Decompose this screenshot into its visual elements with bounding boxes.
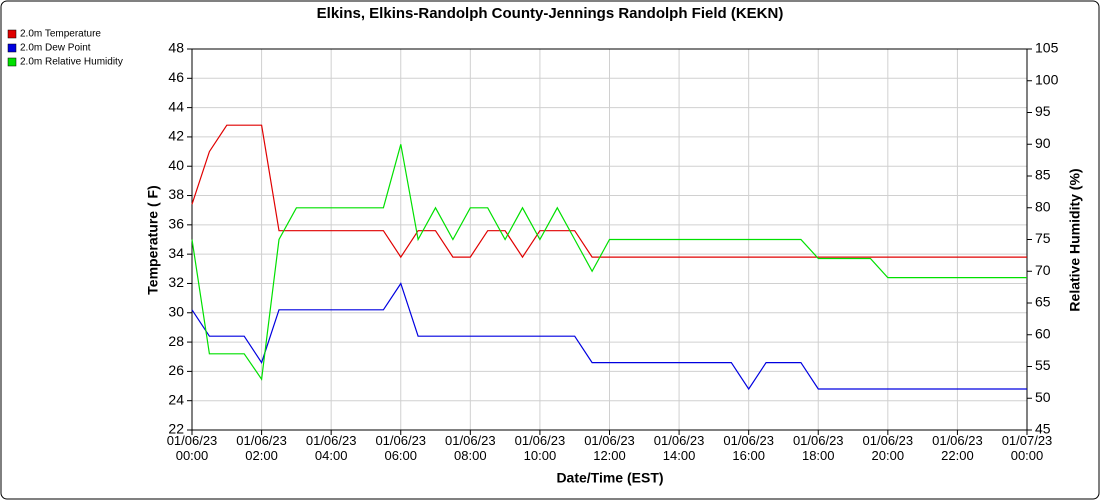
y-tick-label: 26 xyxy=(168,362,184,378)
y-tick-label: 40 xyxy=(168,157,184,173)
y2-tick-label: 95 xyxy=(1035,103,1051,119)
y-tick-label: 24 xyxy=(168,391,184,407)
y2-tick-label: 65 xyxy=(1035,294,1051,310)
x-tick-label: 01/07/23 00:00 xyxy=(1002,433,1053,463)
legend-swatch xyxy=(7,57,17,67)
y-tick-label: 36 xyxy=(168,216,184,232)
x-tick-label: 01/06/23 16:00 xyxy=(723,433,774,463)
x-tick-label: 01/06/23 10:00 xyxy=(515,433,566,463)
x-tick-label: 01/06/23 20:00 xyxy=(863,433,914,463)
y-tick-label: 46 xyxy=(168,69,184,85)
y-tick-label: 32 xyxy=(168,274,184,290)
x-tick-label: 01/06/23 04:00 xyxy=(306,433,357,463)
y2-axis-label: Relative Humidity (%) xyxy=(1067,168,1083,311)
x-axis-label: Date/Time (EST) xyxy=(556,470,663,486)
x-tick-label: 01/06/23 14:00 xyxy=(654,433,705,463)
data-line xyxy=(191,144,1027,381)
y2-tick-label: 75 xyxy=(1035,230,1051,246)
data-line xyxy=(191,282,1027,391)
y-tick-label: 42 xyxy=(168,128,184,144)
y-tick-label: 28 xyxy=(168,333,184,349)
x-tick-label: 01/06/23 02:00 xyxy=(236,433,287,463)
legend-label: 2.0m Relative Humidity xyxy=(20,57,123,68)
x-tick-label: 01/06/23 12:00 xyxy=(584,433,635,463)
y2-tick-label: 55 xyxy=(1035,357,1051,373)
x-tick-label: 01/06/23 08:00 xyxy=(445,433,496,463)
y-tick-label: 44 xyxy=(168,98,184,114)
y-tick-label: 22 xyxy=(168,421,184,437)
y2-tick-label: 50 xyxy=(1035,389,1051,405)
data-line xyxy=(191,124,1027,259)
y-axis-label: Temperature ( F) xyxy=(145,185,161,294)
y2-tick-label: 90 xyxy=(1035,135,1051,151)
y2-tick-label: 60 xyxy=(1035,325,1051,341)
y2-tick-label: 45 xyxy=(1035,421,1051,437)
x-tick-label: 01/06/23 18:00 xyxy=(793,433,844,463)
legend-swatch xyxy=(7,29,17,39)
x-tick-label: 01/06/23 00:00 xyxy=(167,433,218,463)
x-tick-label: 01/06/23 22:00 xyxy=(932,433,983,463)
y-tick-label: 38 xyxy=(168,186,184,202)
y-tick-label: 30 xyxy=(168,303,184,319)
y2-tick-label: 100 xyxy=(1035,71,1059,87)
chart-title: Elkins, Elkins-Randolph County-Jennings … xyxy=(317,5,784,22)
legend-label: 2.0m Temperature xyxy=(20,29,101,40)
y2-tick-label: 105 xyxy=(1035,40,1059,56)
y-tick-label: 34 xyxy=(168,245,184,261)
y2-tick-label: 70 xyxy=(1035,262,1051,278)
y-tick-label: 48 xyxy=(168,40,184,56)
legend-label: 2.0m Dew Point xyxy=(20,43,91,54)
legend-swatch xyxy=(7,43,17,53)
y2-tick-label: 85 xyxy=(1035,167,1051,183)
y2-tick-label: 80 xyxy=(1035,198,1051,214)
x-tick-label: 01/06/23 06:00 xyxy=(375,433,426,463)
